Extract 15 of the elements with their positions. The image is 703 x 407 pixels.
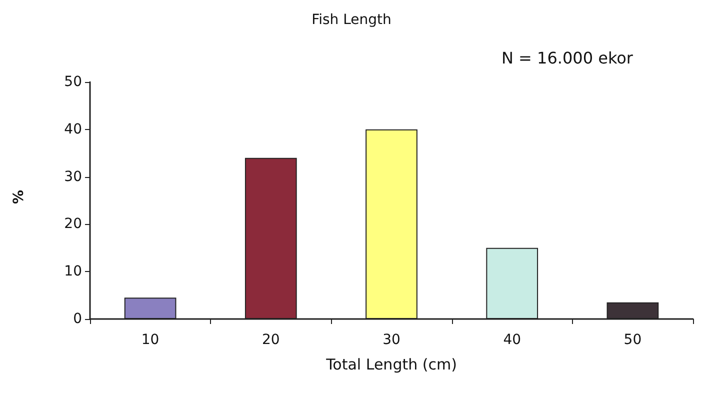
x-tick-label: 20: [262, 332, 280, 348]
y-tick-label: 30: [64, 168, 82, 185]
y-tick-label: 40: [64, 121, 82, 138]
y-tick-label: 0: [73, 311, 82, 327]
y-tick-label: 20: [64, 216, 82, 232]
x-tick-label: 10: [141, 332, 160, 348]
text: N = 16.000 ekor: [501, 48, 634, 68]
y-tick-label: 10: [64, 264, 82, 280]
x-tick-label: 30: [382, 332, 400, 348]
x-tick-label: 50: [624, 332, 642, 348]
y-tick-label: 50: [64, 74, 82, 90]
chart-title: Fish Length: [312, 12, 392, 28]
x-tick-label: 40: [503, 332, 522, 348]
y-axis-title: %: [11, 190, 27, 204]
x-axis-title: Total Length (cm): [325, 356, 457, 374]
